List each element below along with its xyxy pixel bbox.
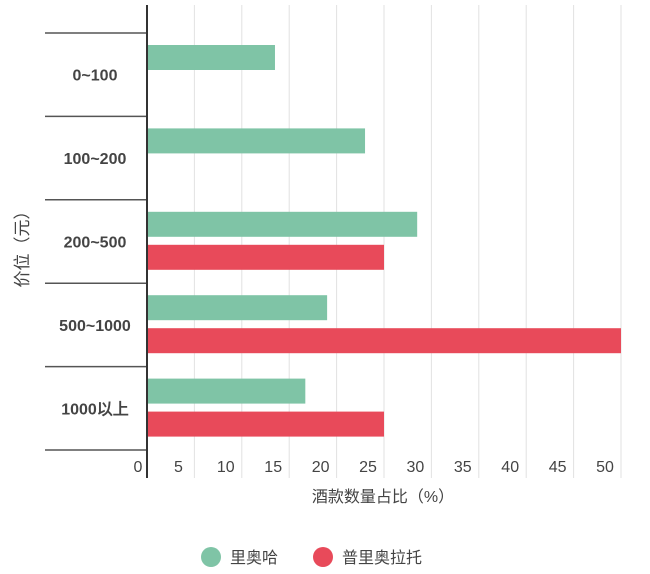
x-tick-label: 50 [596, 459, 614, 476]
legend-swatch [201, 547, 221, 567]
x-tick-label: 15 [264, 459, 282, 476]
y-category-label: 500~1000 [59, 318, 131, 335]
legend-swatch [313, 547, 333, 567]
x-tick-label: 45 [549, 459, 567, 476]
x-axis-title: 酒款数量占比（%） [312, 488, 454, 506]
x-tick-label: 35 [454, 459, 472, 476]
bar-series1 [147, 211, 418, 237]
bar-series2 [147, 244, 384, 270]
x-tick-label: 0 [134, 459, 143, 476]
bar-series2 [147, 328, 621, 354]
bar-series1 [147, 295, 328, 321]
y-axis-title: 价位（元） [13, 203, 32, 288]
x-tick-label: 25 [359, 459, 377, 476]
legend-label: 里奥哈 [230, 549, 278, 567]
legend-label: 普里奥拉托 [342, 549, 422, 567]
y-category-label: 200~500 [64, 235, 127, 252]
bar-series1 [147, 45, 275, 70]
x-tick-label: 20 [312, 459, 330, 476]
bar-series1 [147, 378, 306, 404]
x-tick-label: 40 [501, 459, 519, 476]
x-tick-label: 30 [407, 459, 425, 476]
bar-series2 [147, 411, 384, 437]
y-category-label: 0~100 [73, 68, 118, 85]
y-category-label: 1000以上 [61, 400, 129, 418]
y-category-label: 100~200 [64, 151, 127, 168]
x-tick-label: 5 [174, 459, 183, 476]
bar-series1 [147, 128, 366, 154]
x-tick-label: 10 [217, 459, 235, 476]
